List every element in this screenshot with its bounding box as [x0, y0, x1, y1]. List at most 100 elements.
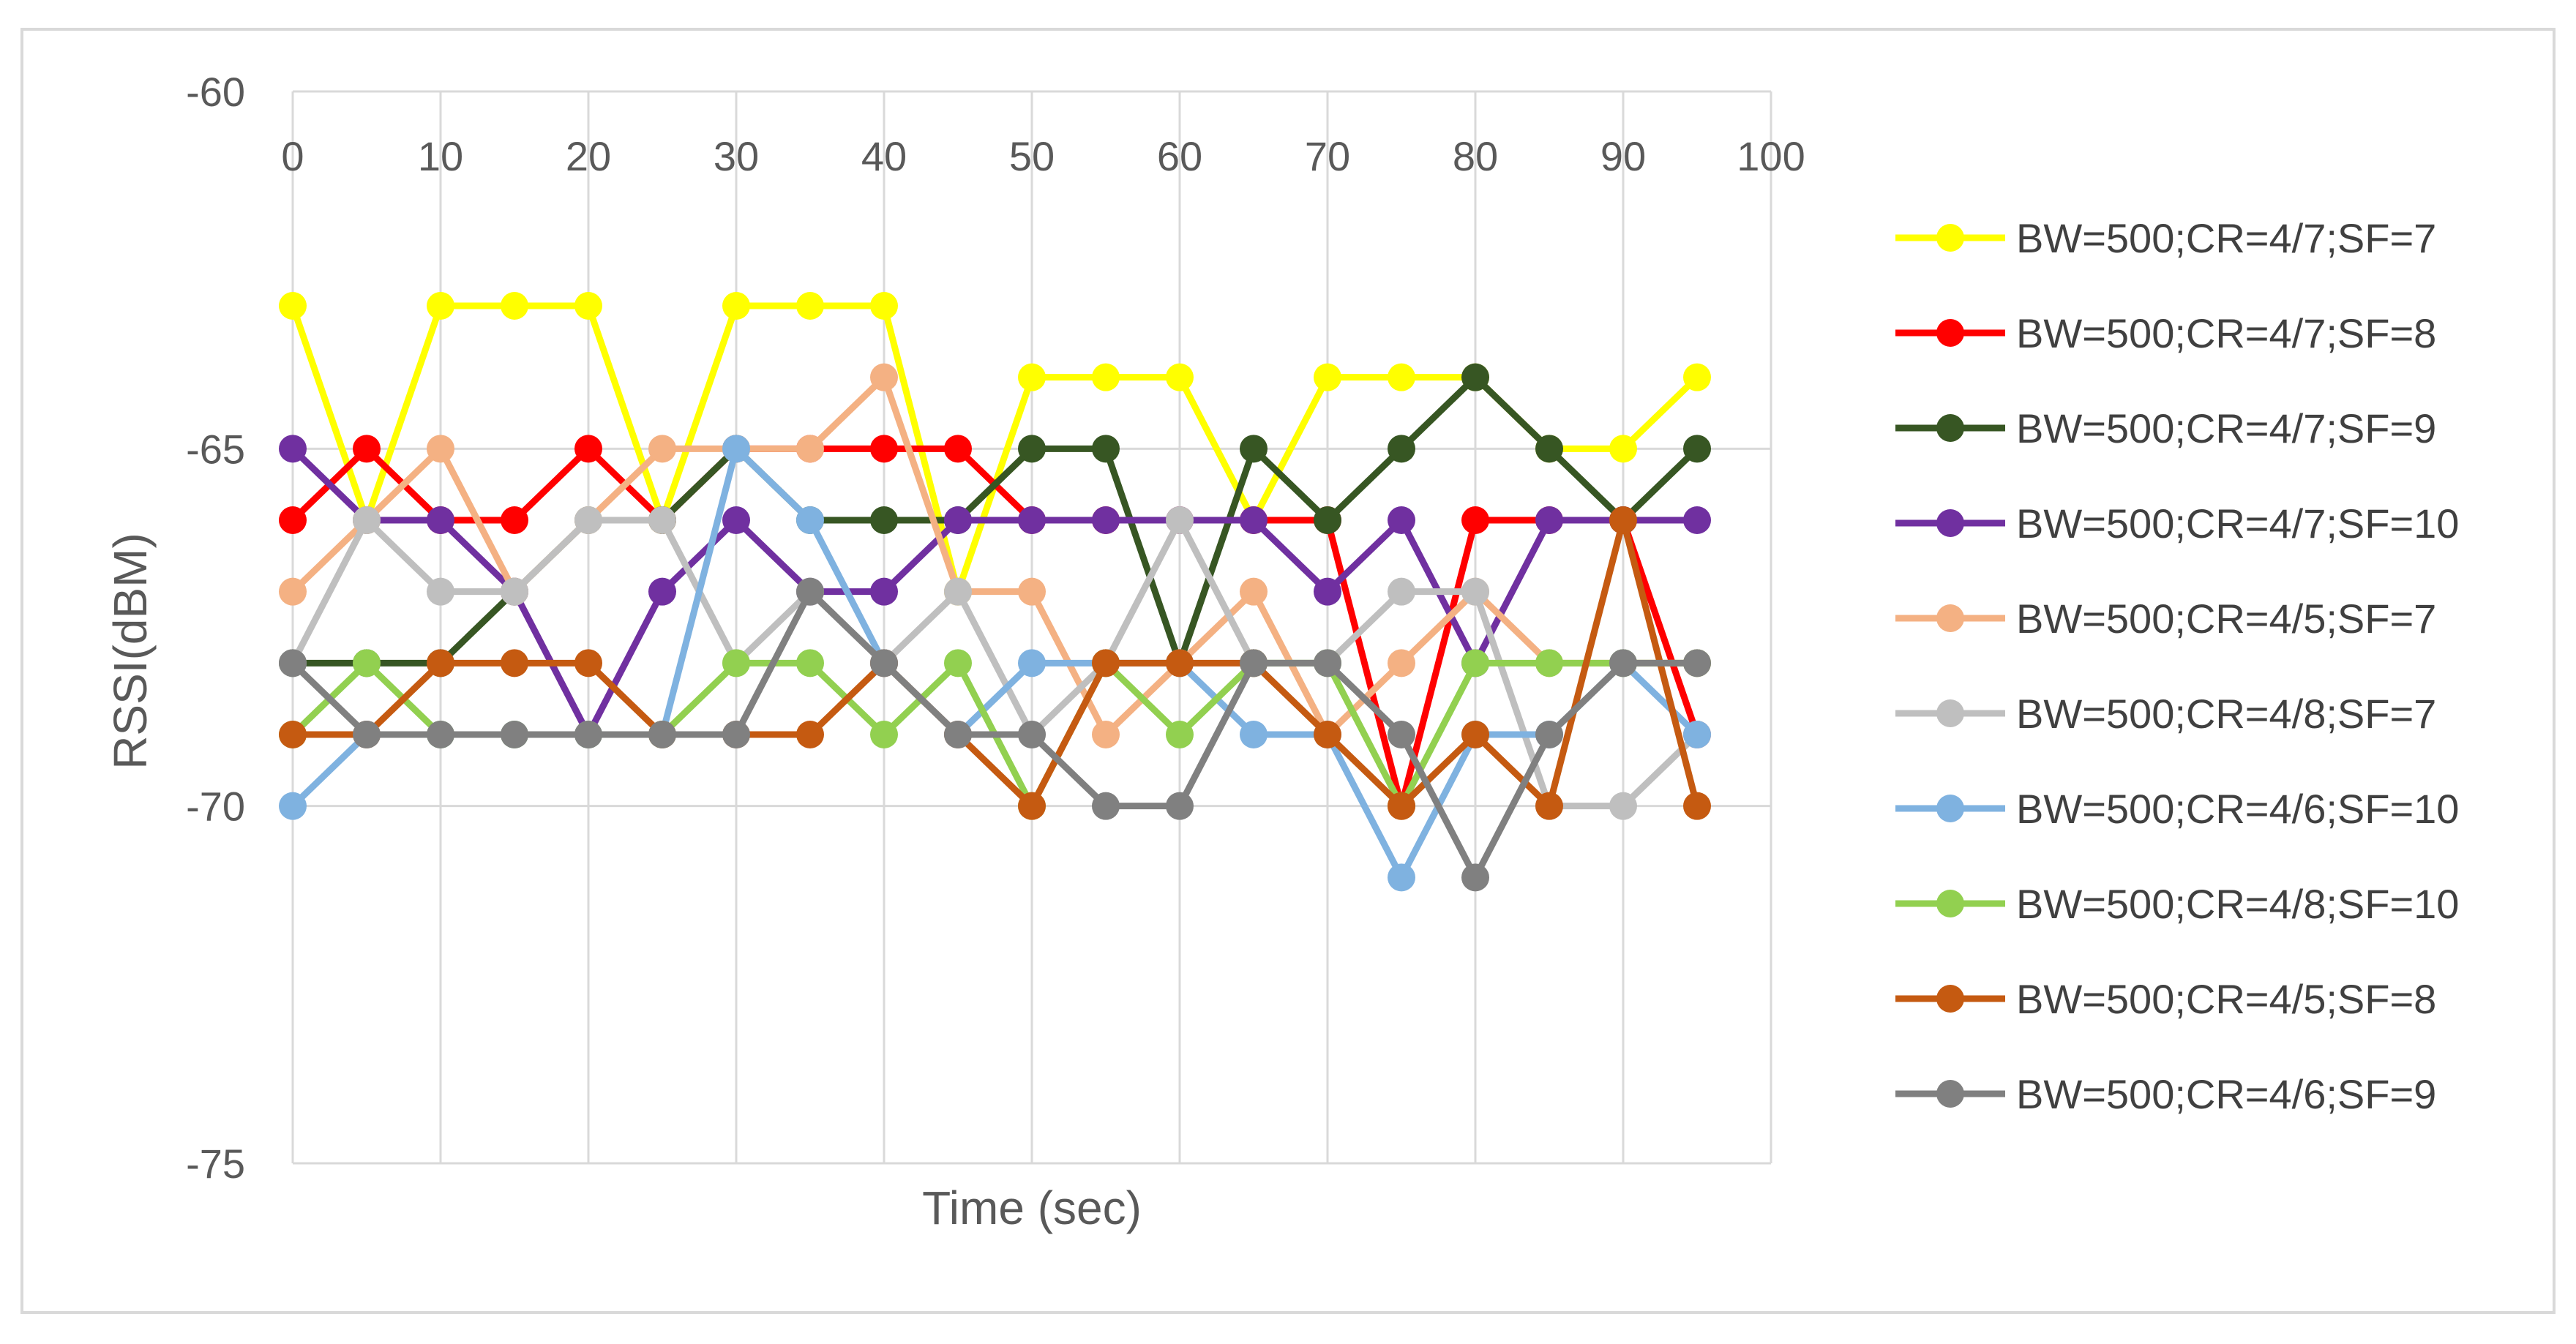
- data-point: [1388, 435, 1415, 463]
- data-point: [1388, 363, 1415, 391]
- data-point: [722, 435, 750, 463]
- legend-item: BW=500;CR=4/5;SF=8: [1895, 976, 2436, 1022]
- data-point: [1683, 792, 1711, 820]
- data-point: [1535, 506, 1563, 534]
- x-tick-label: 70: [1305, 133, 1350, 179]
- data-point: [1388, 721, 1415, 748]
- data-point: [1018, 435, 1046, 463]
- legend-swatch-marker: [1936, 699, 1964, 727]
- data-point: [648, 721, 676, 748]
- x-tick-label: 90: [1600, 133, 1646, 179]
- data-point: [1166, 721, 1194, 748]
- data-point: [1240, 721, 1268, 748]
- data-point: [1388, 792, 1415, 820]
- legend-label: BW=500;CR=4/5;SF=8: [2016, 976, 2436, 1022]
- data-point: [574, 721, 602, 748]
- legend-item: BW=500;CR=4/7;SF=10: [1895, 500, 2459, 547]
- data-point: [1388, 577, 1415, 606]
- data-point: [501, 506, 528, 534]
- data-point: [501, 577, 528, 606]
- legend-label: BW=500;CR=4/5;SF=7: [2016, 596, 2436, 642]
- data-point: [501, 721, 528, 748]
- data-point: [722, 292, 750, 320]
- data-point: [279, 792, 307, 820]
- data-point: [1609, 435, 1637, 463]
- data-point: [501, 649, 528, 677]
- legend-label: BW=500;CR=4/6;SF=10: [2016, 786, 2459, 832]
- data-point: [279, 435, 307, 463]
- x-tick-label: 80: [1453, 133, 1498, 179]
- data-point: [870, 577, 898, 606]
- legend-swatch-marker: [1936, 224, 1964, 252]
- data-point: [279, 721, 307, 748]
- x-tick-label: 10: [418, 133, 463, 179]
- data-point: [574, 649, 602, 677]
- data-point: [1461, 506, 1489, 534]
- data-point: [1535, 435, 1563, 463]
- data-point: [427, 292, 454, 320]
- data-point: [796, 506, 824, 534]
- data-point: [1166, 649, 1194, 677]
- data-point: [796, 721, 824, 748]
- data-point: [796, 577, 824, 606]
- data-point: [1092, 792, 1120, 820]
- legend-label: BW=500;CR=4/8;SF=7: [2016, 691, 2436, 737]
- x-tick-label: 20: [566, 133, 611, 179]
- data-point: [353, 721, 381, 748]
- data-point: [574, 506, 602, 534]
- y-tick-label: -65: [186, 426, 245, 472]
- data-point: [1092, 506, 1120, 534]
- data-point: [1461, 721, 1489, 748]
- data-point: [279, 649, 307, 677]
- series-10: [279, 577, 1711, 892]
- legend-item: BW=500;CR=4/7;SF=8: [1895, 310, 2436, 356]
- data-point: [1018, 792, 1046, 820]
- data-point: [1535, 649, 1563, 677]
- data-point: [944, 649, 972, 677]
- data-point: [1388, 649, 1415, 677]
- data-point: [722, 721, 750, 748]
- legend-label: BW=500;CR=4/7;SF=7: [2016, 215, 2436, 261]
- legend-swatch-marker: [1936, 1080, 1964, 1108]
- data-point: [1018, 649, 1046, 677]
- data-point: [1314, 721, 1341, 748]
- data-point: [648, 435, 676, 463]
- x-axis-title: Time (sec): [922, 1182, 1142, 1234]
- legend-item: BW=500;CR=4/5;SF=7: [1895, 596, 2436, 642]
- data-point: [648, 577, 676, 606]
- data-point: [1683, 506, 1711, 534]
- data-point: [1314, 363, 1341, 391]
- x-tick-label: 0: [281, 133, 304, 179]
- data-point: [574, 292, 602, 320]
- data-point: [279, 577, 307, 606]
- data-point: [1388, 863, 1415, 892]
- legend-item: BW=500;CR=4/6;SF=9: [1895, 1071, 2436, 1117]
- data-point: [1240, 506, 1268, 534]
- data-point: [944, 506, 972, 534]
- data-point: [1166, 792, 1194, 820]
- data-point: [1609, 792, 1637, 820]
- legend-label: BW=500;CR=4/6;SF=9: [2016, 1071, 2436, 1117]
- data-point: [1535, 792, 1563, 820]
- x-tick-label: 100: [1737, 133, 1805, 179]
- y-tick-label: -70: [186, 784, 245, 830]
- data-point: [1092, 435, 1120, 463]
- data-point: [1461, 577, 1489, 606]
- data-point: [944, 721, 972, 748]
- legend-swatch-marker: [1936, 985, 1964, 1013]
- data-point: [427, 435, 454, 463]
- data-point: [1018, 506, 1046, 534]
- data-point: [870, 292, 898, 320]
- data-point: [1314, 577, 1341, 606]
- data-point: [427, 506, 454, 534]
- data-point: [279, 506, 307, 534]
- y-tick-label: -75: [186, 1141, 245, 1187]
- series-line: [290, 446, 1697, 738]
- data-point: [870, 721, 898, 748]
- data-point: [648, 506, 676, 534]
- x-tick-label: 40: [861, 133, 907, 179]
- data-point: [944, 577, 972, 606]
- data-point: [501, 292, 528, 320]
- data-point: [427, 649, 454, 677]
- legend-swatch-marker: [1936, 890, 1964, 917]
